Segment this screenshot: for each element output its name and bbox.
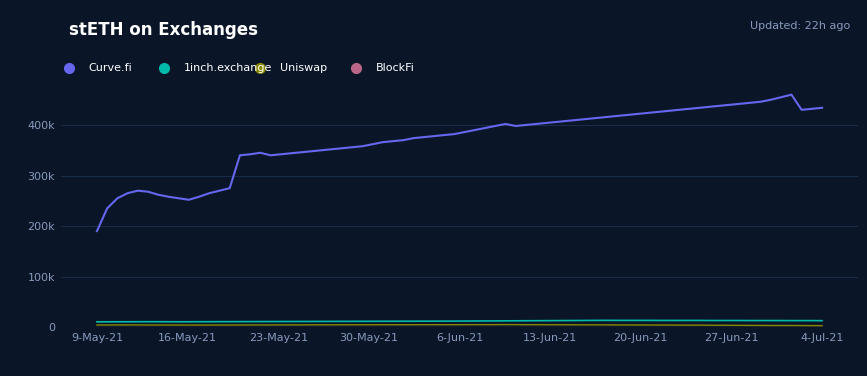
Text: Updated: 22h ago: Updated: 22h ago bbox=[750, 21, 851, 31]
Text: BlockFi: BlockFi bbox=[375, 63, 414, 73]
Text: Curve.fi: Curve.fi bbox=[88, 63, 133, 73]
Text: Uniswap: Uniswap bbox=[280, 63, 327, 73]
Text: 1inch.exchange: 1inch.exchange bbox=[185, 63, 273, 73]
Text: stETH on Exchanges: stETH on Exchanges bbox=[68, 21, 257, 39]
